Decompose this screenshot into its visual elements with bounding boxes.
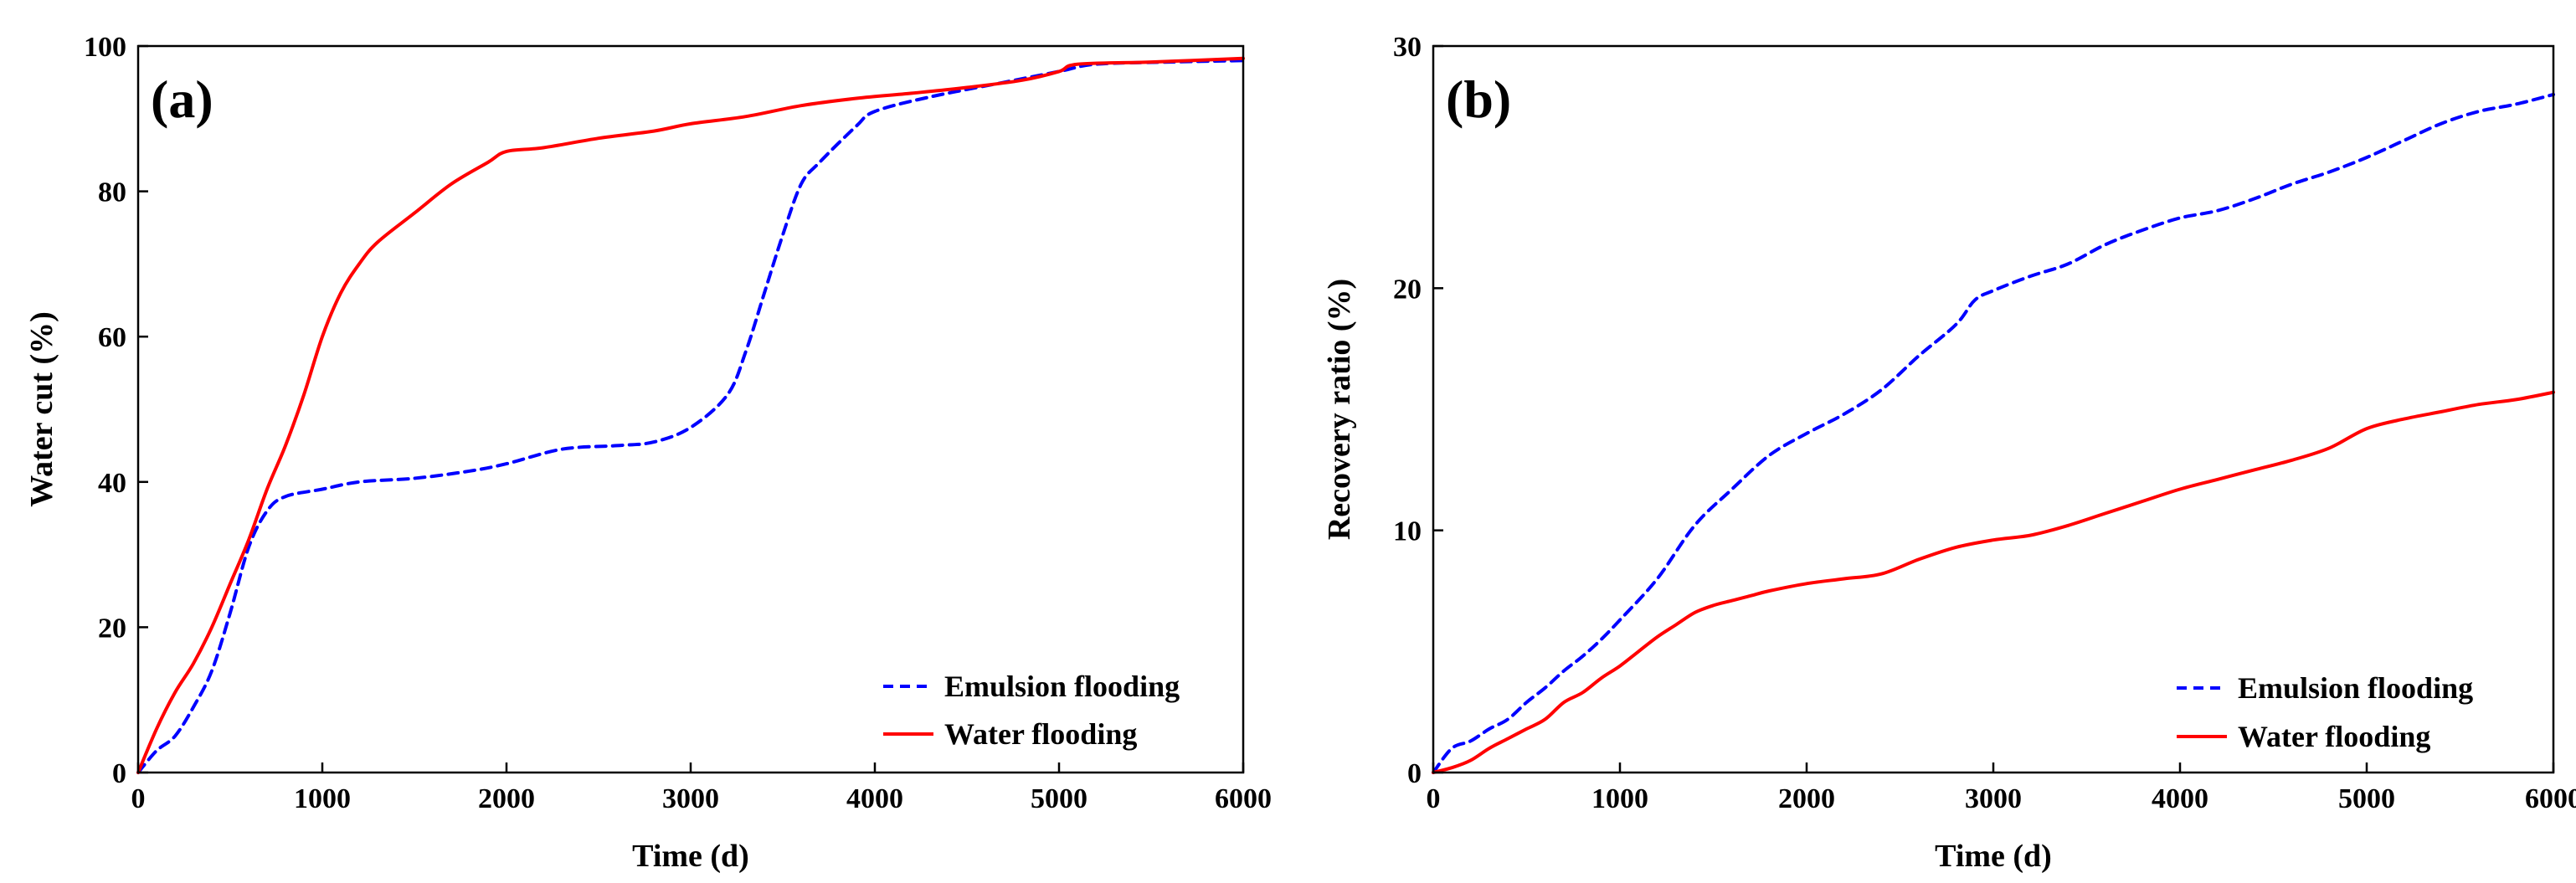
y-tick-label-b: 30 [1393,32,1422,63]
y-tick-label-a: 80 [98,177,126,208]
x-tick-label-a: 5000 [1031,783,1087,814]
series-line-water-a [136,56,1245,774]
legend-label-water-a: Water flooding [944,717,1137,751]
x-tick-label-b: 2000 [1778,783,1835,814]
legend-label-emulsion-a: Emulsion flooding [944,670,1180,703]
x-tick-label-b: 6000 [2525,783,2576,814]
x-tick-label-a: 0 [131,783,146,814]
series-line-water-b [1432,390,2555,774]
x-tick-label-b: 5000 [2338,783,2395,814]
x-tick-label-b: 1000 [1591,783,1648,814]
y-tick-label-a: 100 [84,32,126,63]
x-axis-label-b: Time (d) [1935,839,2052,874]
series-line-emulsion-b [1432,92,2555,774]
axis-ticks-b: 0 1000 2000 3000 4000 5000 6000 0 10 20 30 [1393,32,2576,814]
legend-a: Emulsion flooding Water flooding [883,670,1180,751]
y-tick-label-a: 0 [112,758,126,789]
y-axis-label-b: Recovery ratio (%) [1322,279,1357,540]
x-tick-label-b: 3000 [1965,783,2022,814]
legend-label-water-b: Water flooding [2238,720,2430,753]
x-axis-label-a: Time (d) [632,839,749,874]
y-tick-label-b: 10 [1393,516,1422,547]
chart-panel-a: 0 1000 2000 3000 4000 5000 6000 0 20 40 60 80 100 (a… [24,32,1272,874]
plot-area-a [136,56,1245,774]
x-tick-label-a: 6000 [1215,783,1272,814]
y-tick-label-a: 40 [98,468,126,499]
x-tick-label-a: 4000 [846,783,903,814]
x-tick-label-b: 0 [1427,783,1441,814]
panel-label-a: (a) [151,69,213,129]
legend-b: Emulsion flooding Water flooding [2177,671,2473,753]
axis-ticks-a: 0 1000 2000 3000 4000 5000 6000 0 20 40 60 80 100 [84,32,1272,814]
y-tick-label-a: 60 [98,322,126,353]
x-tick-label-a: 3000 [662,783,719,814]
plot-area-b [1432,92,2555,774]
series-line-emulsion-a [136,59,1245,774]
y-tick-label-a: 20 [98,613,126,644]
y-axis-label-a: Water cut (%) [24,311,59,507]
y-tick-label-b: 0 [1407,758,1422,789]
panel-label-b: (b) [1446,69,1511,129]
legend-label-emulsion-b: Emulsion flooding [2238,671,2473,705]
chart-panel-b: 0 1000 2000 3000 4000 5000 6000 0 10 20 30 (b) Tim… [1322,32,2576,874]
x-tick-label-a: 2000 [478,783,535,814]
x-tick-label-a: 1000 [294,783,351,814]
x-tick-label-b: 4000 [2152,783,2208,814]
y-tick-label-b: 20 [1393,274,1422,305]
